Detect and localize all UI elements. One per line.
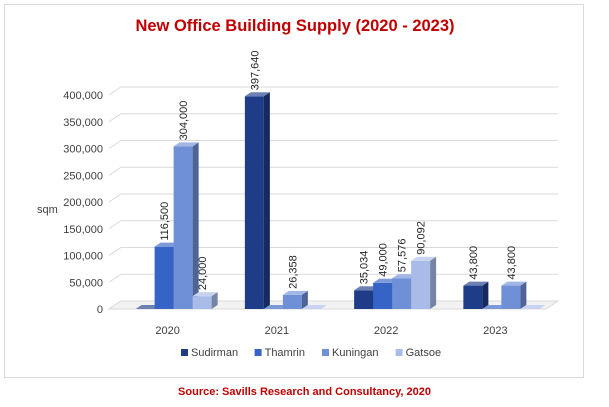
y-axis-title: sqm [37, 204, 58, 216]
bar-top [373, 278, 399, 283]
bar-top [282, 290, 308, 295]
bar-sudirman-2023 [463, 285, 483, 309]
bar-top [411, 256, 437, 261]
bar-side [482, 281, 489, 309]
legend-swatch [254, 349, 262, 356]
data-label: 304,000 [178, 101, 190, 141]
gridline [108, 166, 558, 176]
legend-label: Gatsoe [406, 347, 441, 359]
bar-top [154, 242, 180, 247]
bar-side [263, 92, 270, 309]
legend-label: Kuningan [332, 347, 379, 359]
bar-side [430, 256, 437, 309]
gridline [108, 140, 558, 149]
source-note: Source: Savills Research and Consultancy… [178, 386, 431, 398]
bar-side [211, 292, 218, 309]
y-tick-label: 100,000 [63, 251, 103, 263]
bar-kuningan-2021 [282, 294, 302, 309]
bar-top [173, 142, 199, 147]
bar-top [482, 305, 508, 309]
bar-top [354, 286, 380, 291]
legend-swatch [322, 349, 329, 356]
bar-top [301, 305, 327, 309]
gridline [108, 247, 558, 256]
data-label: 24,000 [197, 257, 209, 291]
x-tick-label: 2022 [374, 325, 398, 337]
bar-side [301, 290, 308, 309]
bar-thamrin-2020 [154, 246, 174, 309]
y-tick-label: 50,000 [69, 277, 103, 289]
chart-plot: 0 50,000 100,000 150,000 200,000 250,000 300,0… [37, 50, 560, 359]
gridline [108, 220, 558, 230]
data-label: 397,640 [249, 50, 261, 90]
bar-sudirman-2022 [354, 290, 374, 309]
bar-top [244, 92, 270, 97]
y-tick-label: 250,000 [63, 170, 103, 182]
y-tick-label: 350,000 [63, 117, 103, 129]
bar-top [392, 274, 418, 279]
x-tick-label: 2021 [265, 325, 289, 337]
bar-top [520, 305, 546, 309]
bar-gatsoe-2022 [411, 260, 431, 309]
y-tick-label: 0 [97, 304, 103, 316]
legend: Sudirman Thamrin Kuningan Gatsoe [181, 347, 441, 359]
bar-side [520, 281, 527, 309]
x-tick-label: 2023 [483, 325, 507, 337]
gridline [108, 193, 558, 203]
data-label: 90,092 [416, 221, 428, 255]
y-tick-label: 200,000 [63, 197, 103, 209]
y-tick-label: 300,000 [63, 144, 103, 156]
legend-label: Thamrin [265, 347, 305, 359]
bar-kuningan-2023 [501, 285, 521, 309]
gridline [108, 113, 558, 123]
bar-sudirman-2021 [244, 96, 264, 309]
bar-top [135, 305, 161, 309]
data-label: 57,576 [397, 239, 409, 273]
bar-top [192, 292, 218, 297]
y-tick-label: 150,000 [63, 224, 103, 236]
bars [135, 92, 546, 309]
legend-swatch [395, 349, 403, 356]
data-label: 116,500 [159, 202, 171, 241]
legend-label: Sudirman [191, 347, 238, 359]
legend-swatch [181, 349, 188, 356]
bar-top [263, 305, 289, 309]
bar-kuningan-2020 [173, 146, 193, 309]
bar-thamrin-2022 [373, 282, 393, 309]
gridline [108, 86, 558, 96]
data-label: 26,358 [287, 255, 299, 289]
chart-frame: New Office Building Supply (2020 - 2023)… [4, 4, 584, 378]
bar-top [501, 281, 527, 286]
y-tick-label: 400,000 [63, 90, 103, 102]
data-label: 49,000 [378, 243, 390, 277]
x-tick-label: 2020 [155, 325, 179, 337]
bar-side [192, 142, 199, 309]
bar-gatsoe-2020 [192, 296, 212, 309]
bar-kuningan-2022 [392, 278, 412, 309]
data-label: 43,800 [468, 246, 480, 280]
bar-top [463, 281, 489, 286]
chart-title: New Office Building Supply (2020 - 2023) [135, 17, 455, 35]
data-label: 35,034 [359, 251, 371, 285]
data-label: 43,800 [506, 246, 518, 280]
